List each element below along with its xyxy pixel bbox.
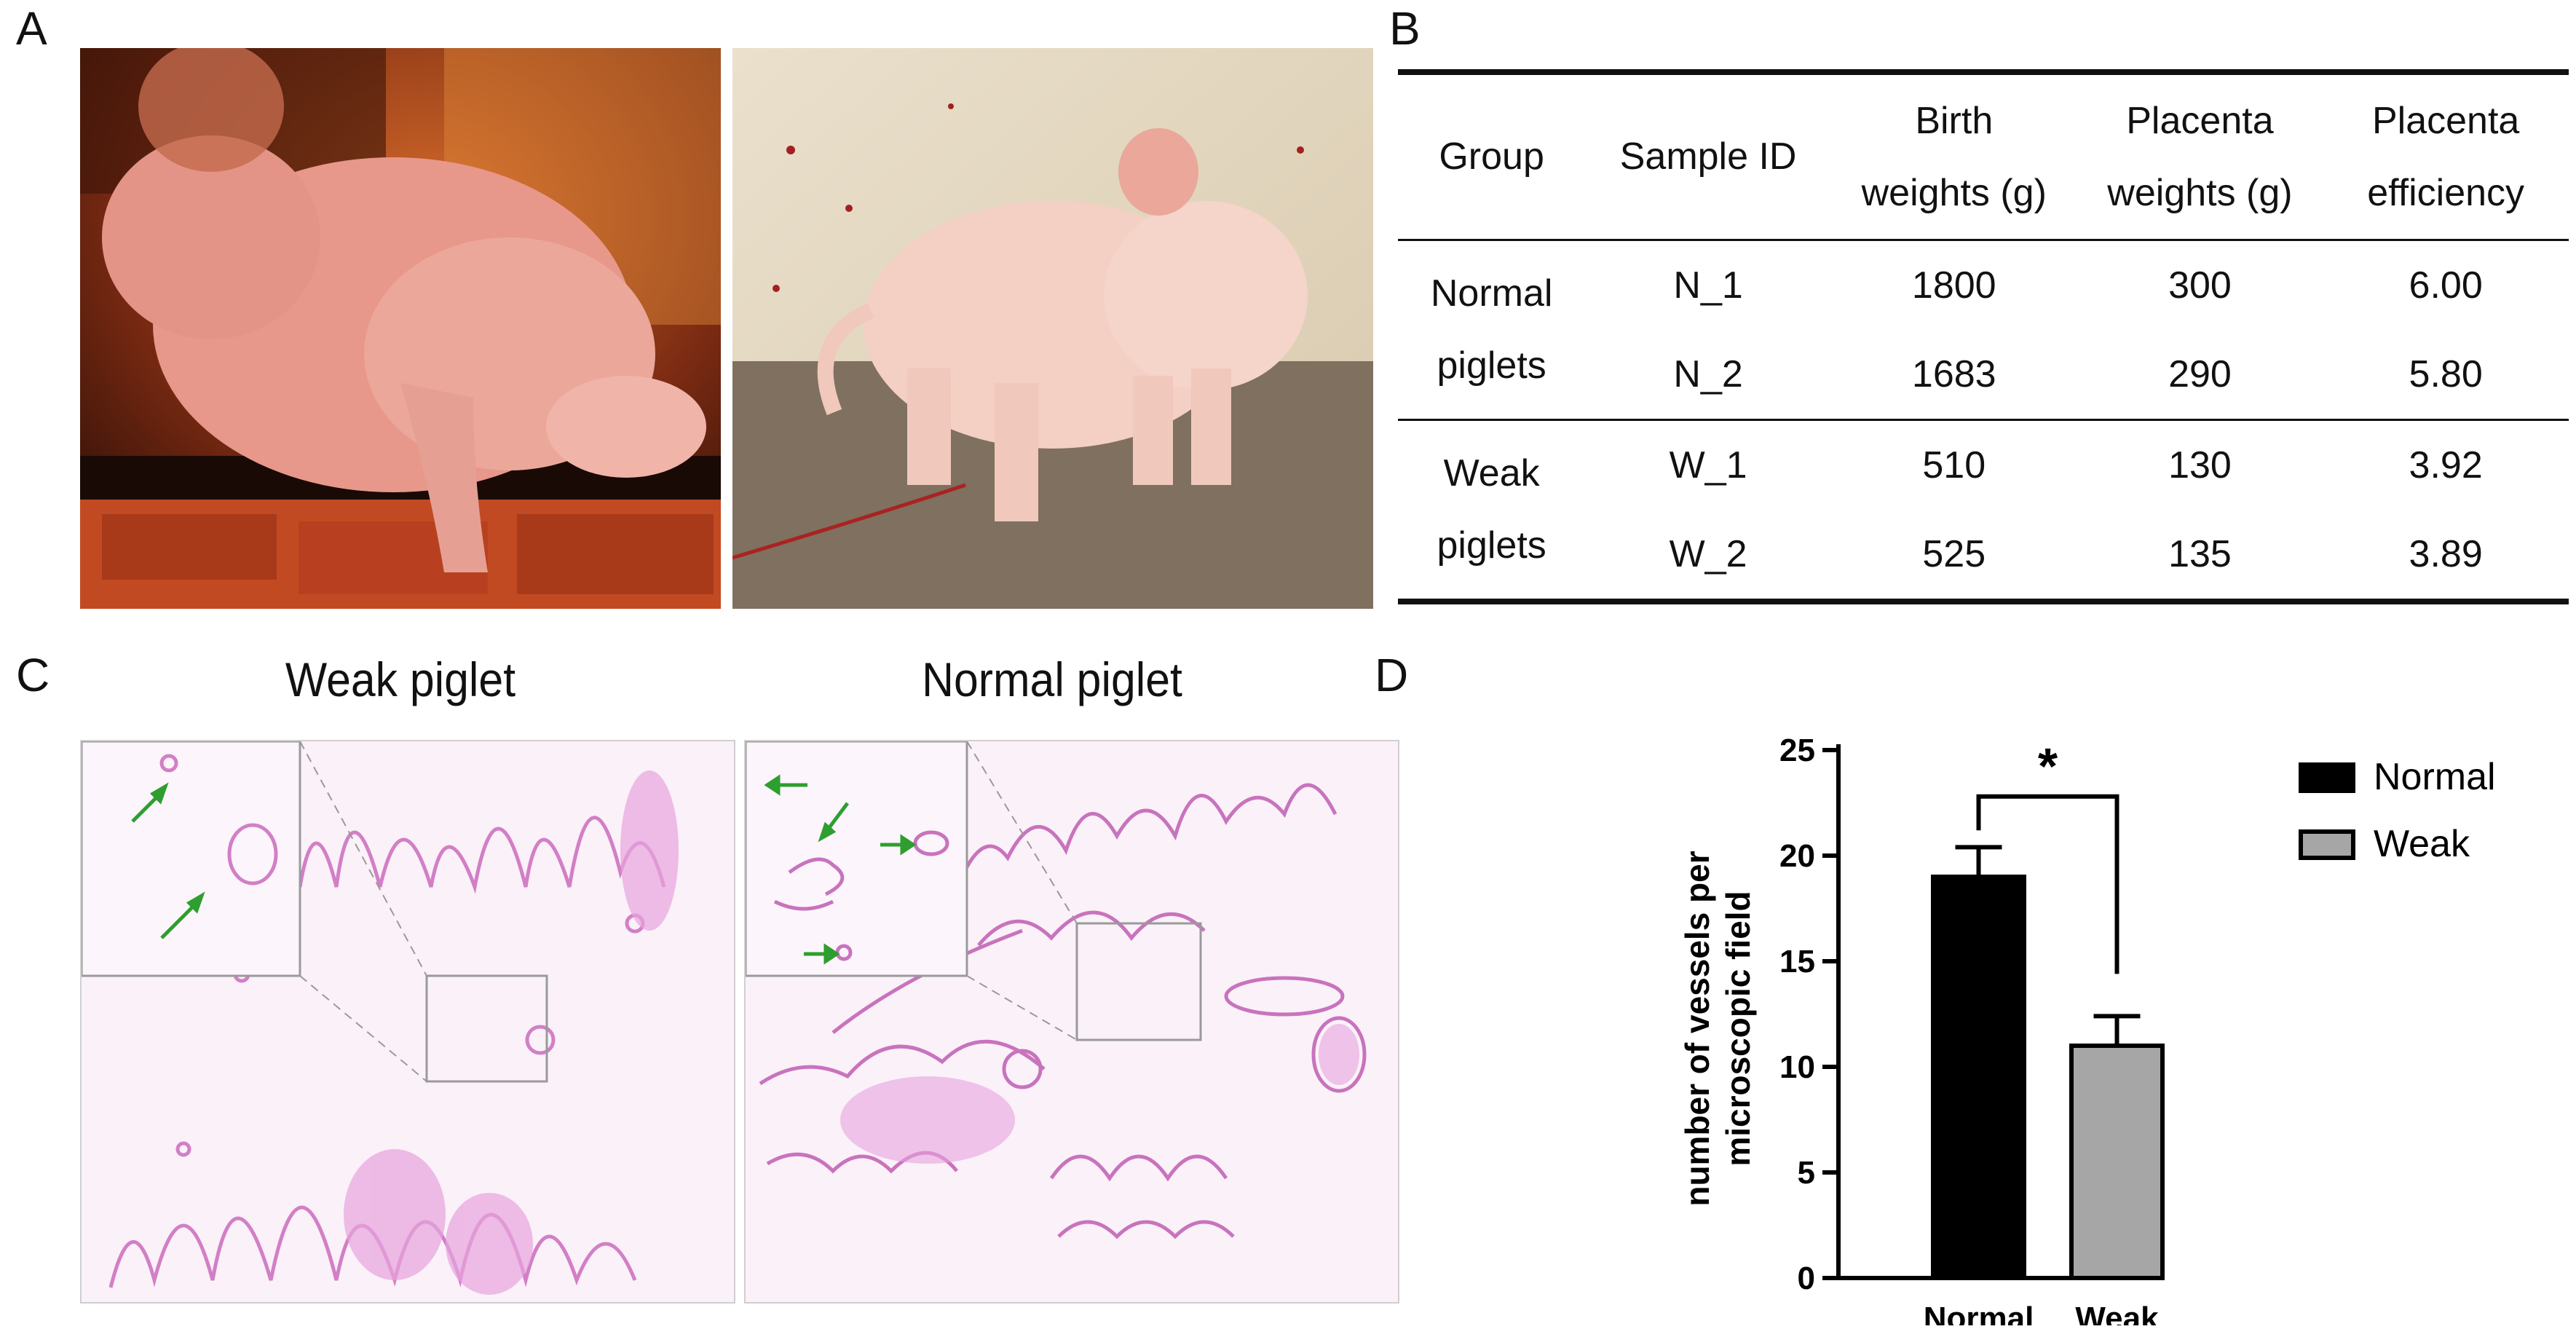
cell-efficiency: 6.00 bbox=[2409, 264, 2483, 307]
normal-piglet-photo bbox=[732, 48, 1373, 609]
cell-birth: 1683 bbox=[1911, 353, 1996, 395]
y-axis-label-line2: microscopic field bbox=[1719, 891, 1757, 1166]
y-tick-label: 0 bbox=[1798, 1261, 1815, 1296]
y-tick-label: 20 bbox=[1779, 838, 1815, 874]
significance-star: * bbox=[2038, 738, 2058, 794]
y-tick-label: 15 bbox=[1779, 944, 1815, 979]
table-row: Normal piglets N_1 1800 300 6.00 bbox=[1398, 240, 2569, 387]
panel-label-a: A bbox=[16, 2, 47, 55]
table-header-row: Group Sample ID Birth weights (g) Placent… bbox=[1398, 72, 2569, 240]
normal-placenta-micrograph bbox=[744, 740, 1399, 1304]
chart-legend: Normal Weak bbox=[2299, 756, 2496, 865]
cell-birth: 510 bbox=[1922, 444, 1986, 486]
header-sample-id: Sample ID bbox=[1619, 135, 1797, 178]
cell-birth: 525 bbox=[1922, 533, 1986, 575]
group-normal: Normal piglets bbox=[1430, 272, 1553, 387]
legend-label-weak: Weak bbox=[2374, 823, 2470, 865]
header-placenta-weights: Placenta weights (g) bbox=[2107, 99, 2293, 214]
cell-placenta: 130 bbox=[2168, 444, 2232, 486]
cell-sample-id: N_2 bbox=[1673, 353, 1743, 395]
legend-label-normal: Normal bbox=[2374, 756, 2496, 798]
legend-swatch-weak bbox=[2299, 829, 2355, 860]
cell-placenta: 300 bbox=[2168, 264, 2232, 307]
header-group: Group bbox=[1439, 135, 1544, 178]
table-row: W_2 525 135 3.89 bbox=[1398, 510, 2569, 602]
y-axis-label-line1: number of vessels per bbox=[1678, 851, 1716, 1206]
weak-piglet-photo bbox=[80, 48, 721, 609]
cell-sample-id: N_1 bbox=[1673, 264, 1743, 307]
y-axis-label: number of vessels permicroscopic field bbox=[1678, 851, 1757, 1206]
cell-efficiency: 5.80 bbox=[2409, 353, 2483, 395]
y-axis-ticks: 0 5 10 15 20 25 bbox=[1779, 733, 1838, 1296]
header-birth-weights: Birth weights (g) bbox=[1861, 99, 2047, 214]
chart-bars: * bbox=[1931, 738, 2165, 1280]
y-tick-label: 10 bbox=[1779, 1049, 1815, 1085]
weak-placenta-micrograph bbox=[80, 740, 735, 1304]
x-tick-label: Weak bbox=[2075, 1301, 2159, 1325]
cell-efficiency: 3.89 bbox=[2409, 533, 2483, 575]
cell-placenta: 135 bbox=[2168, 533, 2232, 575]
weak-piglet-title: Weak piglet bbox=[285, 652, 516, 706]
x-tick-label: Normal bbox=[1924, 1301, 2034, 1325]
cell-placenta: 290 bbox=[2168, 353, 2232, 395]
y-tick-label: 5 bbox=[1798, 1155, 1815, 1191]
legend-swatch-normal bbox=[2299, 762, 2355, 793]
table-row: N_2 1683 290 5.80 bbox=[1398, 330, 2569, 420]
normal-piglet-title: Normal piglet bbox=[922, 652, 1182, 706]
piglet-measurements-table: Group Sample ID Birth weights (g) Placent… bbox=[1398, 69, 2569, 604]
panel-label-c: C bbox=[16, 649, 50, 701]
cell-birth: 1800 bbox=[1911, 264, 1996, 307]
bar-chart-svg: * 0 5 10 15 20 25 Normal Weak Normal Weak numbe… bbox=[1678, 733, 2496, 1329]
group-weak: Weak piglets bbox=[1437, 452, 1546, 567]
bar-normal bbox=[1931, 875, 2026, 1280]
cell-sample-id: W_1 bbox=[1669, 444, 1747, 486]
vessel-count-bar-chart: * 0 5 10 15 20 25 Normal Weak Normal Weak numbe… bbox=[1653, 699, 2570, 1329]
table-row: Weak piglets W_1 510 130 3.92 bbox=[1398, 419, 2569, 567]
y-tick-label: 25 bbox=[1779, 733, 1815, 768]
significance-bracket bbox=[1976, 794, 2119, 974]
panel-label-d: D bbox=[1375, 649, 1409, 701]
cell-efficiency: 3.92 bbox=[2409, 444, 2483, 486]
x-axis-labels: Normal Weak bbox=[1924, 1301, 2159, 1329]
bar-weak bbox=[2069, 1044, 2165, 1280]
panel-label-b: B bbox=[1389, 2, 1421, 55]
cell-sample-id: W_2 bbox=[1669, 533, 1747, 575]
header-placenta-efficiency: Placenta efficiency bbox=[2367, 99, 2525, 214]
